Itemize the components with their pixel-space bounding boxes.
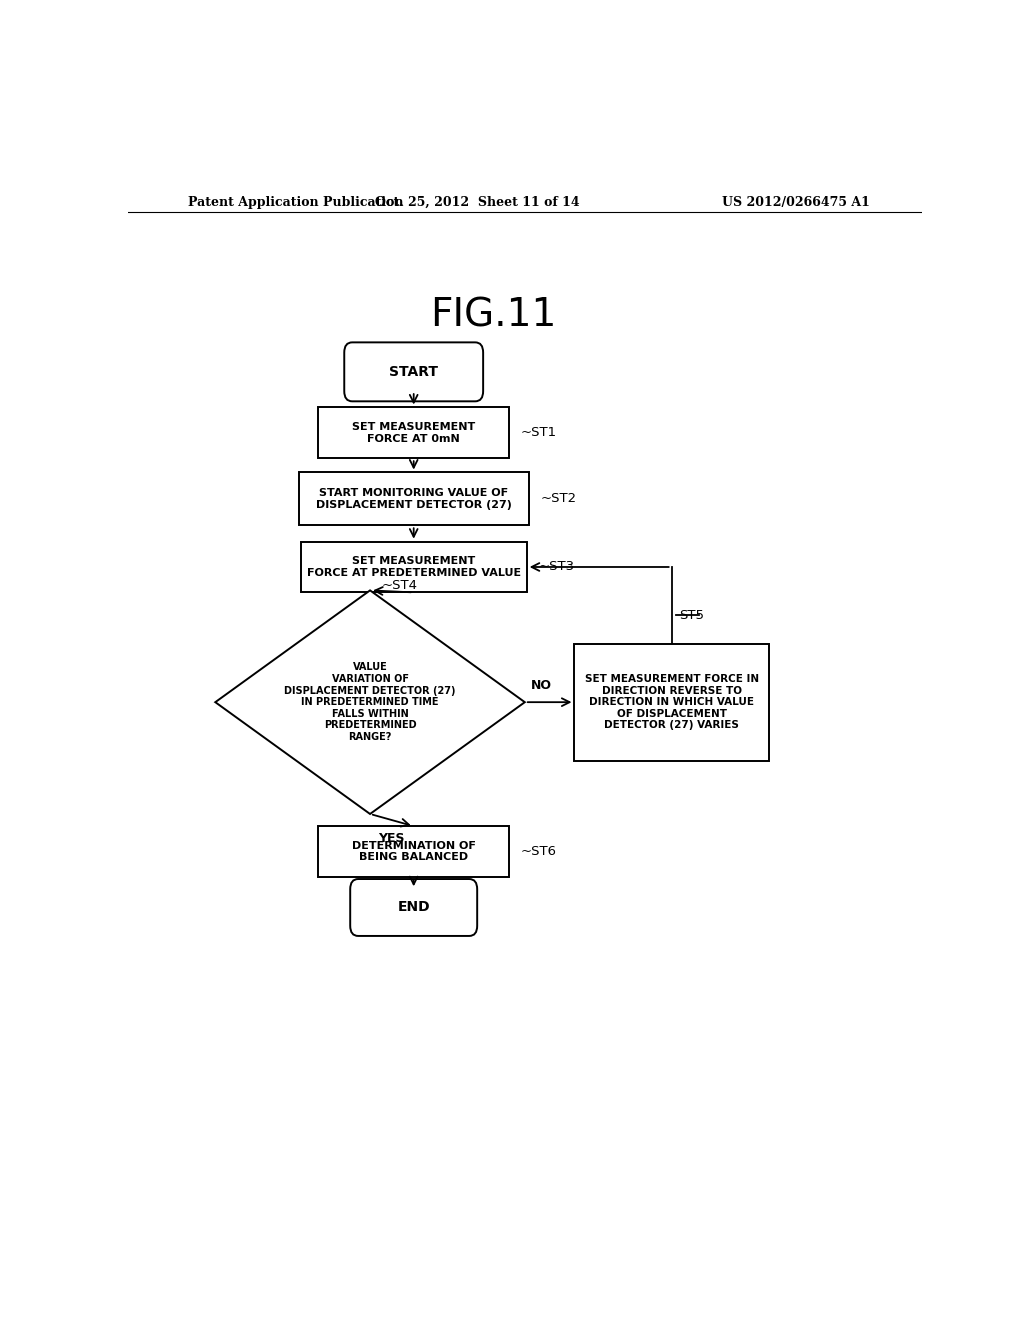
Text: DETERMINATION OF
BEING BALANCED: DETERMINATION OF BEING BALANCED (352, 841, 475, 862)
Text: START MONITORING VALUE OF
DISPLACEMENT DETECTOR (27): START MONITORING VALUE OF DISPLACEMENT D… (315, 488, 512, 510)
Bar (574, 644, 769, 760)
Text: ~ST3: ~ST3 (539, 561, 574, 573)
Text: FIG.11: FIG.11 (430, 297, 556, 335)
Text: ~ST4: ~ST4 (382, 578, 418, 591)
Text: ~ST6: ~ST6 (521, 845, 557, 858)
Text: Oct. 25, 2012  Sheet 11 of 14: Oct. 25, 2012 Sheet 11 of 14 (375, 195, 580, 209)
Polygon shape (215, 590, 524, 814)
Text: YES: YES (378, 833, 404, 845)
Text: ST5: ST5 (680, 609, 705, 622)
FancyBboxPatch shape (350, 879, 477, 936)
Bar (318, 408, 509, 458)
Text: Patent Application Publication: Patent Application Publication (187, 195, 403, 209)
Text: END: END (397, 900, 430, 915)
Text: US 2012/0266475 A1: US 2012/0266475 A1 (722, 195, 870, 209)
Text: NO: NO (531, 678, 552, 692)
Text: ~ST1: ~ST1 (521, 426, 557, 440)
Bar (299, 473, 528, 525)
FancyBboxPatch shape (344, 342, 483, 401)
Text: VALUE
VARIATION OF
DISPLACEMENT DETECTOR (27)
IN PREDETERMINED TIME
FALLS WITHIN: VALUE VARIATION OF DISPLACEMENT DETECTOR… (285, 663, 456, 742)
Text: SET MEASUREMENT FORCE IN
DIRECTION REVERSE TO
DIRECTION IN WHICH VALUE
OF DISPLA: SET MEASUREMENT FORCE IN DIRECTION REVER… (585, 675, 759, 730)
Bar (318, 826, 509, 876)
Text: SET MEASUREMENT
FORCE AT 0mN: SET MEASUREMENT FORCE AT 0mN (352, 422, 475, 444)
Bar (301, 541, 526, 593)
Text: SET MEASUREMENT
FORCE AT PREDETERMINED VALUE: SET MEASUREMENT FORCE AT PREDETERMINED V… (306, 556, 521, 578)
Text: ~ST2: ~ST2 (541, 492, 577, 506)
Text: START: START (389, 364, 438, 379)
